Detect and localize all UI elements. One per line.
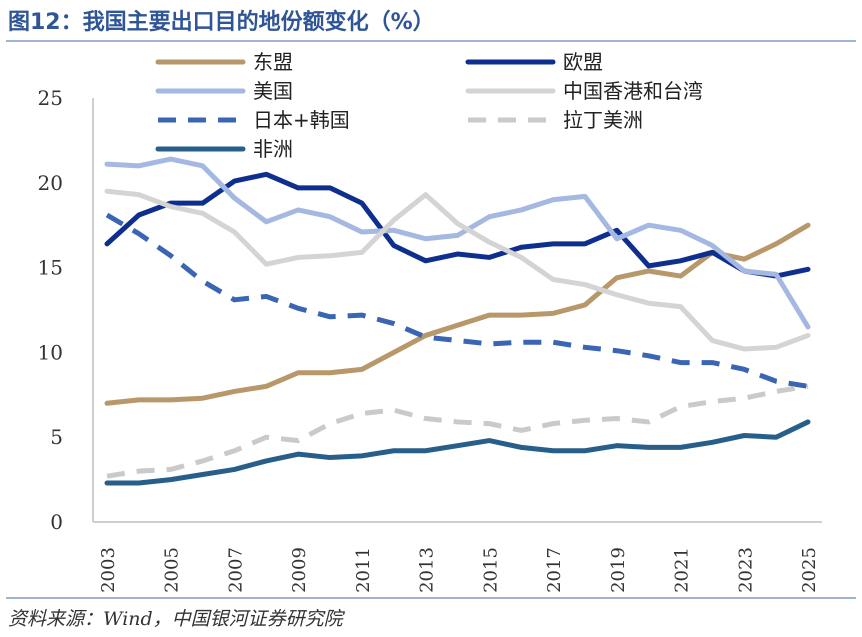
- y-tick-label: 0: [50, 510, 63, 534]
- x-tick-label: 2019: [608, 547, 629, 593]
- x-tick-label: 2013: [417, 547, 438, 593]
- x-tick-label: 2005: [162, 547, 183, 593]
- series-line-1: [104, 222, 811, 406]
- legend-label: 日本+韩国: [253, 108, 350, 132]
- source-note: 资料来源：Wind，中国银河证券研究院: [8, 608, 343, 630]
- series-line-7: [104, 419, 811, 486]
- x-tick-label: 2017: [544, 547, 565, 593]
- x-tick-label: 2025: [799, 547, 820, 593]
- x-tick-label: 2015: [480, 547, 501, 593]
- legend-label: 美国: [253, 79, 293, 103]
- legend-label: 拉丁美洲: [563, 108, 643, 132]
- legend-label: 非洲: [253, 137, 293, 161]
- legend-label: 东盟: [253, 50, 293, 74]
- legend-label: 欧盟: [563, 50, 603, 74]
- top-divider: [6, 40, 856, 42]
- x-tick-label: 2009: [289, 547, 310, 593]
- x-tick-label: 2023: [735, 547, 756, 593]
- bottom-divider: [6, 597, 856, 599]
- series-line-4: [104, 188, 811, 352]
- chart-title: 图12：我国主要出口目的地份额变化（%）: [8, 10, 435, 35]
- y-tick-label: 5: [50, 425, 63, 449]
- y-tick-label: 20: [38, 171, 63, 195]
- x-tick-label: 2007: [225, 547, 246, 593]
- legend-label: 中国香港和台湾: [563, 79, 703, 103]
- y-tick-label: 15: [38, 256, 63, 280]
- series-line-3: [104, 156, 811, 330]
- series-lines: [104, 156, 811, 486]
- series-line-6: [106, 383, 809, 479]
- x-tick-label: 2003: [98, 547, 119, 593]
- y-tick-label: 25: [38, 86, 63, 110]
- x-tick-label: 2011: [353, 547, 374, 593]
- y-tick-label: 10: [38, 340, 63, 364]
- x-tick-label: 2021: [672, 547, 693, 593]
